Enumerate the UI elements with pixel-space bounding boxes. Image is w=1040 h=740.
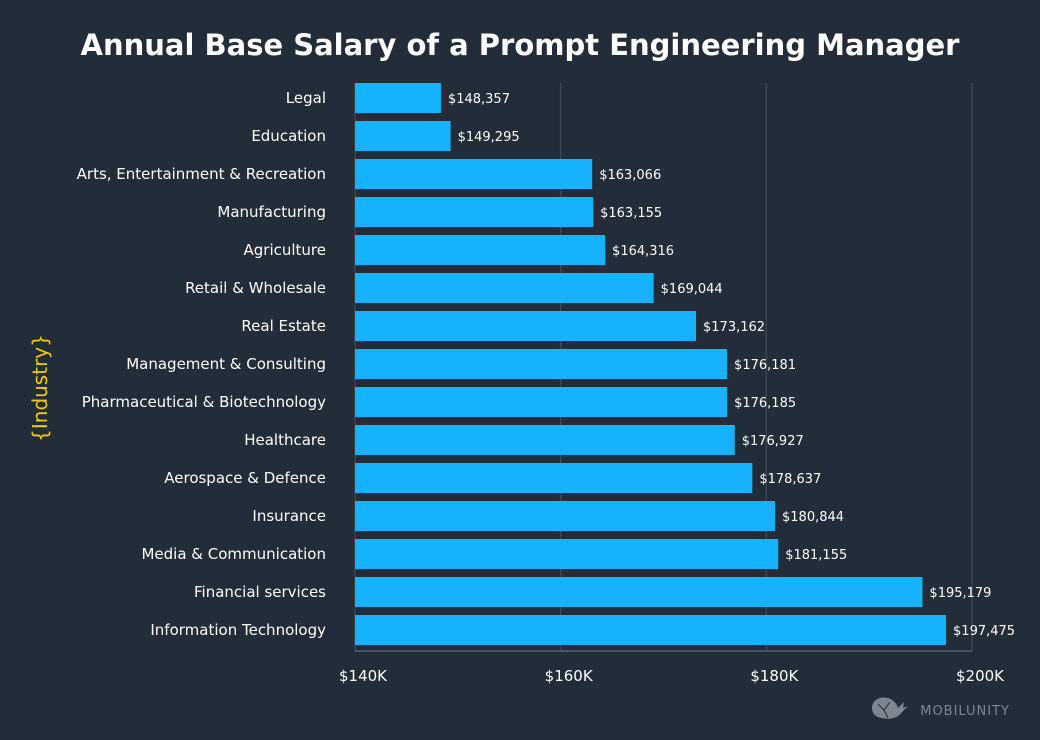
category-label: Pharmaceutical & Biotechnology: [82, 393, 326, 411]
category-label: Insurance: [252, 507, 326, 525]
value-label: $148,357: [448, 92, 510, 107]
value-label: $197,475: [953, 624, 1015, 639]
bar: [355, 539, 779, 569]
chart-title: Annual Base Salary of a Prompt Engineeri…: [81, 28, 961, 62]
bar: [355, 235, 606, 265]
category-label: Arts, Entertainment & Recreation: [77, 165, 326, 183]
category-label: Legal: [286, 89, 326, 107]
bar: [355, 577, 923, 607]
category-label: Financial services: [194, 583, 326, 601]
value-label: $178,637: [759, 472, 821, 487]
whale-logo-icon: [872, 697, 908, 719]
value-label: $164,316: [612, 244, 674, 259]
value-label: $173,162: [703, 320, 765, 335]
bar: [355, 311, 697, 341]
bar: [355, 349, 728, 379]
bar: [355, 159, 593, 189]
bar: [355, 273, 654, 303]
value-label: $163,066: [599, 168, 661, 183]
value-label: $176,927: [742, 434, 804, 449]
watermark-text: MOBILUNITY: [920, 704, 1010, 719]
value-label: $195,179: [929, 586, 991, 601]
value-label: $163,155: [600, 206, 662, 221]
watermark: MOBILUNITY: [872, 697, 1010, 719]
category-label: Agriculture: [244, 241, 327, 259]
value-label: $176,185: [734, 396, 796, 411]
bar: [355, 501, 776, 531]
category-label: Management & Consulting: [126, 355, 326, 373]
bar: [355, 463, 753, 493]
category-label: Information Technology: [150, 621, 326, 639]
value-label: $176,181: [734, 358, 796, 373]
value-label: $180,844: [782, 510, 844, 525]
x-tick-label: $200K: [956, 667, 1005, 685]
bar: [355, 197, 594, 227]
x-tick-label: $140K: [339, 667, 388, 685]
x-tick-label: $160K: [545, 667, 594, 685]
category-label: Education: [251, 127, 326, 145]
value-label: $181,155: [785, 548, 847, 563]
value-label: $149,295: [458, 130, 520, 145]
category-label: Manufacturing: [217, 203, 326, 221]
bar: [355, 615, 947, 645]
y-axis-label: {Industry}: [28, 334, 52, 442]
category-label: Real Estate: [241, 317, 326, 335]
bars: Legal $148,357 Education $149,295 Arts, Ente…: [77, 83, 1015, 645]
x-tick-label: $180K: [750, 667, 799, 685]
bar: [355, 83, 441, 113]
x-axis-ticks: $140K $160K $180K $200K: [339, 667, 1005, 685]
category-label: Retail & Wholesale: [185, 279, 326, 297]
category-label: Media & Communication: [141, 545, 326, 563]
bar: [355, 121, 451, 151]
bar: [355, 425, 735, 455]
bar: [355, 387, 728, 417]
value-label: $169,044: [661, 282, 723, 297]
category-label: Aerospace & Defence: [164, 469, 326, 487]
category-label: Healthcare: [244, 431, 326, 449]
